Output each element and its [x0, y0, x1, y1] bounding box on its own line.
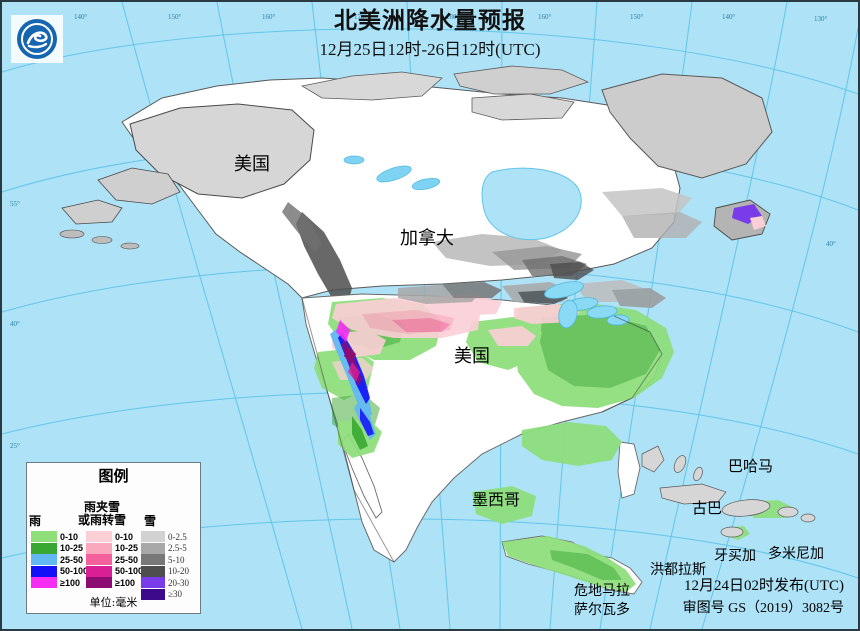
lon-tick: 150° — [168, 13, 182, 21]
legend-title: 图例 — [98, 467, 129, 485]
northern-lakes — [343, 155, 441, 191]
legend-label: 20-30 — [168, 577, 189, 588]
newfoundland — [713, 199, 771, 241]
lon-tick: 160° — [262, 13, 276, 21]
legend-label: ≥100 — [60, 577, 80, 588]
lon-tick: 140° — [722, 13, 736, 21]
legend-swatch — [141, 542, 165, 554]
legend-label: 50-100 — [115, 566, 144, 577]
legend-row: 2.5-5 — [141, 542, 189, 555]
legend-header-sleet: 雨夹雪 或雨转雪 — [63, 501, 141, 526]
label-jamaica: 牙买加 — [714, 548, 756, 564]
legend-column-sleet: 0-10 10-25 25-50 50-100 ≥100 — [86, 531, 143, 589]
lon-tick: 140° — [74, 13, 88, 21]
legend-row: 10-25 — [86, 542, 143, 555]
legend-label: 2.5-5 — [168, 543, 187, 554]
cma-logo-icon — [11, 15, 63, 63]
legend-swatch — [86, 531, 112, 543]
map-number: 审图号 GS（2019）3082号 — [682, 601, 844, 616]
label-dominican: 多米尼加 — [768, 546, 824, 562]
legend-row: 10-25 — [31, 542, 88, 555]
legend-label: 25-50 — [60, 554, 84, 565]
legend-swatch — [86, 542, 112, 554]
label-bahamas: 巴哈马 — [728, 457, 774, 475]
label-alaska-us: 美国 — [234, 154, 270, 175]
legend-column-snow: 0-2.5 2.5-5 5-10 10-20 20-30 ≥30 — [141, 531, 189, 600]
legend-column-rain: 0-10 10-25 25-50 50-100 ≥100 — [31, 531, 88, 589]
precip-snow-bc — [282, 202, 352, 304]
great-lakes — [544, 281, 630, 329]
label-honduras: 洪都拉斯 — [650, 562, 706, 578]
label-elsalvador: 萨尔瓦多 — [574, 602, 630, 618]
hudson-bay — [481, 167, 582, 241]
lat-tick: 25° — [10, 442, 20, 450]
legend-swatch — [141, 577, 165, 589]
legend-label: 25-50 — [115, 554, 139, 565]
legend-swatch — [31, 554, 57, 566]
legend-row: ≥100 — [86, 577, 143, 589]
legend-swatch — [141, 554, 165, 566]
lon-tick: 170° — [354, 13, 368, 21]
legend-label: 0-10 — [115, 531, 134, 542]
legend-swatch — [86, 554, 112, 566]
lon-tick: 160° — [538, 13, 552, 21]
legend-row: 0-10 — [31, 531, 88, 543]
legend-row: ≥100 — [31, 577, 88, 589]
legend-label: ≥30 — [168, 589, 182, 600]
legend-row: 50-100 — [86, 565, 144, 578]
precip-snow-canada — [432, 188, 702, 280]
label-canada: 加拿大 — [400, 228, 454, 249]
legend-header-sleet-line2: 或雨转雪 — [77, 512, 126, 527]
legend-row: 20-30 — [141, 577, 189, 589]
lat-tick: 55° — [10, 200, 20, 208]
legend-label: 0-2.5 — [168, 531, 187, 542]
legend-label: 10-20 — [168, 566, 189, 577]
label-usa: 美国 — [454, 346, 490, 367]
precip-heavy-california — [330, 320, 376, 450]
lon-tick: 150° — [630, 13, 644, 21]
legend-label: 10-25 — [115, 543, 139, 554]
legend-swatch — [31, 565, 57, 577]
legend-swatch — [31, 531, 57, 543]
legend-swatch — [86, 565, 112, 577]
legend-row: 25-50 — [31, 554, 88, 566]
lat-tick: 40° — [10, 320, 20, 328]
legend-swatch — [141, 565, 165, 577]
label-mexico: 墨西哥 — [472, 490, 521, 509]
legend-row: 50-100 — [31, 565, 89, 578]
legend-row: 0-10 — [86, 531, 143, 543]
legend-label: ≥100 — [115, 577, 135, 588]
legend-header-snow: 雪 — [144, 514, 157, 528]
coastline-accents — [301, 297, 663, 563]
caribbean-islands — [641, 445, 816, 538]
legend-row: 25-50 — [86, 554, 143, 566]
legend-swatch — [31, 577, 57, 589]
legend-row: ≥30 — [141, 588, 189, 601]
legend-unit: 单位:毫米 — [89, 596, 138, 609]
legend-row: 10-20 — [141, 565, 189, 578]
legend-header-sleet-line1: 雨夹雪 — [83, 500, 120, 514]
lat-tick: 40° — [826, 240, 836, 248]
legend-label: 10-25 — [60, 543, 84, 554]
label-cuba: 古巴 — [692, 499, 723, 517]
legend-row: 0-2.5 — [141, 531, 189, 543]
legend-header-rain: 雨 — [29, 514, 42, 528]
legend-swatch — [31, 542, 57, 554]
lon-tick: 180° — [446, 13, 460, 21]
legend-swatch — [141, 588, 165, 600]
lon-tick: 130° — [814, 15, 828, 23]
legend-label: 50-100 — [60, 566, 89, 577]
legend-swatch — [141, 531, 165, 543]
label-guatemala: 危地马拉 — [574, 583, 630, 599]
legend-swatch — [86, 577, 112, 589]
legend-row: 5-10 — [141, 554, 189, 566]
issue-time: 12月24日02时发布(UTC) — [684, 578, 844, 594]
legend-box: 图例 雨 雨夹雪 或雨转雪 雪 0-10 10-25 25-50 50-100 … — [26, 462, 201, 614]
landmass-alaska — [59, 103, 315, 250]
legend-label: 0-10 — [60, 531, 79, 542]
legend-label: 5-10 — [168, 554, 185, 565]
